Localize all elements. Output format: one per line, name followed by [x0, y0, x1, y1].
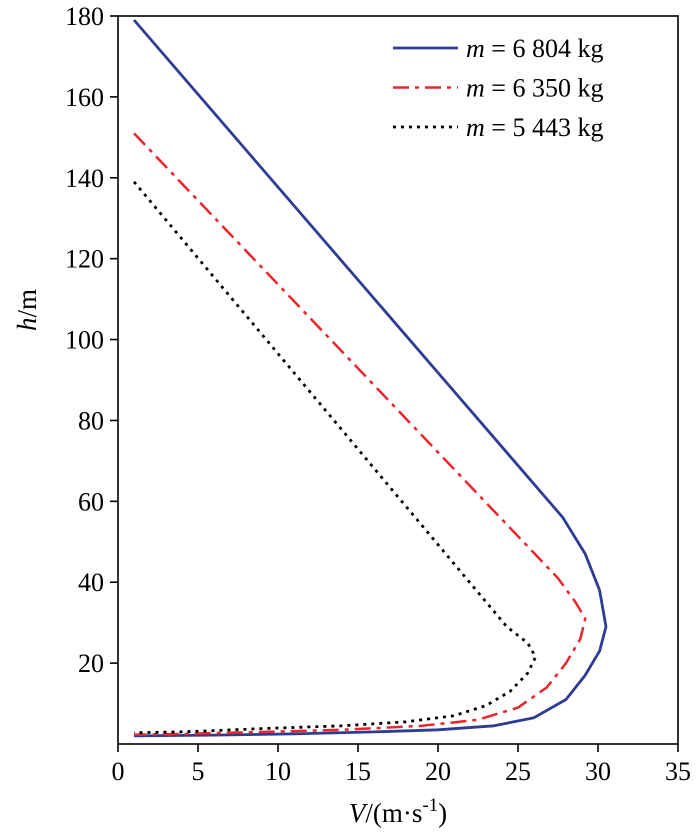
x-tick-label: 25	[505, 757, 531, 786]
y-axis-label: h/m	[12, 289, 42, 331]
x-tick-label: 5	[192, 757, 205, 786]
y-tick-label: 160	[65, 83, 104, 112]
y-tick-label: 40	[78, 568, 104, 597]
x-tick-label: 20	[425, 757, 451, 786]
series-line-0	[132, 19, 608, 738]
legend-item-label: m = 6 804 kg	[466, 34, 603, 63]
y-tick-label: 80	[78, 406, 104, 435]
x-tick-label: 0	[112, 757, 125, 786]
series-line-1	[133, 132, 587, 736]
x-tick-label: 35	[665, 757, 691, 786]
x-tick-label: 15	[345, 757, 371, 786]
legend-item-label: m = 6 350 kg	[466, 74, 603, 103]
x-tick-label: 10	[265, 757, 291, 786]
x-axis-label: V/(m·s-1)	[349, 795, 447, 828]
x-tick-label: 30	[585, 757, 611, 786]
y-tick-label: 140	[65, 164, 104, 193]
y-tick-label: 180	[65, 2, 104, 31]
y-tick-label: 60	[78, 487, 104, 516]
y-tick-label: 100	[65, 326, 104, 355]
y-tick-label: 120	[65, 245, 104, 274]
plot-box	[117, 15, 679, 745]
series-line-2	[132, 180, 537, 735]
legend-item-label: m = 5 443 kg	[466, 113, 603, 142]
y-tick-label: 20	[78, 649, 104, 678]
